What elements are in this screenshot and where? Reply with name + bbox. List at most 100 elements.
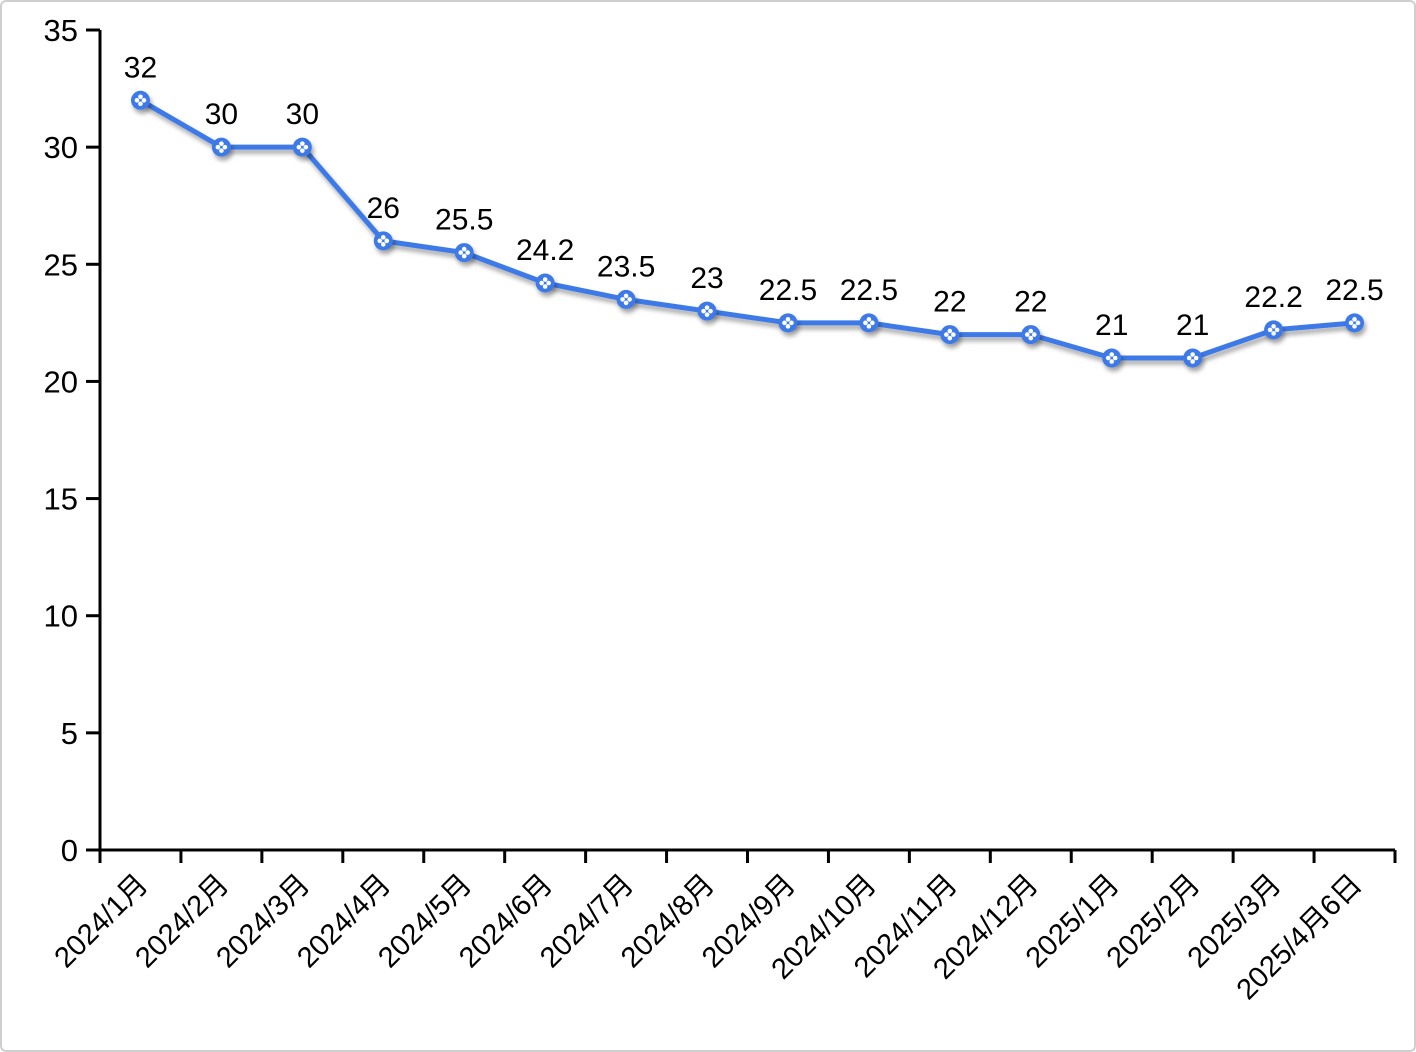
marker-shape bbox=[219, 141, 224, 146]
marker-shape bbox=[627, 297, 632, 302]
data-point-label: 22 bbox=[1014, 286, 1047, 319]
marker-shape bbox=[623, 293, 629, 299]
marker-shape bbox=[300, 148, 305, 153]
marker-shape bbox=[785, 317, 791, 322]
data-point-label: 23 bbox=[690, 262, 723, 295]
marker-shape bbox=[134, 97, 140, 103]
marker-shape bbox=[1112, 355, 1118, 361]
marker-shape bbox=[708, 308, 713, 314]
marker-shape bbox=[1352, 324, 1357, 329]
marker-shape bbox=[782, 320, 787, 326]
marker-shape bbox=[620, 297, 625, 302]
data-point-marker bbox=[616, 289, 636, 309]
marker-shape bbox=[546, 280, 551, 286]
data-point-label: 22.2 bbox=[1244, 281, 1302, 314]
y-axis-tick-label: 5 bbox=[61, 716, 78, 751]
marker-shape bbox=[704, 312, 710, 317]
marker-shape bbox=[461, 253, 467, 259]
data-point-marker bbox=[940, 325, 960, 345]
marker-shape bbox=[1031, 332, 1037, 337]
marker-shape bbox=[1024, 332, 1030, 337]
marker-shape bbox=[866, 324, 872, 329]
marker-shape bbox=[542, 277, 548, 282]
data-point-label: 23.5 bbox=[597, 250, 655, 283]
marker-shape bbox=[704, 305, 710, 310]
marker-shape bbox=[701, 308, 706, 314]
data-point-label: 21 bbox=[1176, 309, 1209, 342]
data-point-marker bbox=[1021, 325, 1041, 345]
data-point-label: 21 bbox=[1095, 309, 1128, 342]
marker-shape bbox=[1267, 327, 1273, 333]
marker-shape bbox=[1102, 348, 1122, 368]
marker-shape bbox=[377, 238, 383, 244]
data-point-label: 22.5 bbox=[1325, 274, 1383, 307]
marker-shape bbox=[1109, 359, 1115, 364]
marker-shape bbox=[947, 335, 953, 341]
data-point-marker bbox=[1264, 320, 1284, 340]
data-point-label: 30 bbox=[205, 98, 238, 131]
marker-shape bbox=[292, 137, 312, 157]
marker-shape bbox=[1109, 352, 1115, 357]
data-point-marker bbox=[859, 313, 879, 333]
marker-shape bbox=[944, 332, 949, 337]
marker-shape bbox=[1186, 355, 1192, 361]
data-point-label: 30 bbox=[286, 98, 319, 131]
y-axis-tick-label: 0 bbox=[61, 833, 78, 868]
data-point-marker bbox=[1345, 313, 1365, 333]
marker-shape bbox=[1183, 348, 1203, 368]
data-point-marker bbox=[778, 313, 798, 333]
data-point-label: 25.5 bbox=[435, 204, 493, 237]
marker-shape bbox=[778, 313, 798, 333]
marker-shape bbox=[940, 325, 960, 345]
marker-shape bbox=[1352, 317, 1357, 322]
marker-shape bbox=[1264, 320, 1284, 340]
marker-shape bbox=[789, 320, 794, 326]
marker-shape bbox=[870, 320, 875, 326]
marker-shape bbox=[785, 324, 791, 329]
marker-shape bbox=[219, 148, 224, 153]
marker-shape bbox=[866, 317, 872, 322]
marker-shape bbox=[384, 238, 390, 244]
marker-shape bbox=[863, 320, 868, 326]
y-axis-tick-label: 20 bbox=[44, 364, 78, 399]
y-axis-tick-label: 35 bbox=[44, 13, 78, 48]
y-axis-tick-label: 10 bbox=[44, 599, 78, 634]
data-point-label: 26 bbox=[367, 192, 400, 225]
data-point-label: 32 bbox=[124, 51, 157, 84]
marker-shape bbox=[138, 101, 143, 107]
data-point-marker bbox=[130, 90, 150, 110]
y-axis-tick-label: 25 bbox=[44, 247, 78, 282]
series-line bbox=[138, 97, 1357, 361]
marker-shape bbox=[859, 313, 879, 333]
marker-shape bbox=[1271, 331, 1276, 336]
data-point-label: 22.5 bbox=[759, 274, 817, 307]
data-point-marker bbox=[211, 137, 231, 157]
marker-shape bbox=[461, 246, 467, 252]
marker-shape bbox=[1274, 327, 1280, 333]
marker-shape bbox=[623, 300, 629, 306]
marker-shape bbox=[380, 235, 386, 240]
data-point-marker bbox=[1183, 348, 1203, 368]
marker-shape bbox=[1345, 313, 1365, 333]
marker-shape bbox=[303, 144, 309, 150]
marker-shape bbox=[211, 137, 231, 157]
data-point-marker bbox=[697, 301, 717, 321]
marker-shape bbox=[296, 144, 302, 150]
marker-shape bbox=[1193, 355, 1199, 361]
marker-shape bbox=[373, 231, 393, 251]
data-point-label: 22.5 bbox=[840, 274, 898, 307]
data-point-marker bbox=[535, 273, 555, 293]
data-point-marker bbox=[454, 243, 474, 263]
marker-shape bbox=[380, 242, 386, 247]
marker-shape bbox=[1271, 324, 1276, 329]
marker-shape bbox=[697, 301, 717, 321]
marker-shape bbox=[130, 90, 150, 110]
marker-shape bbox=[300, 141, 305, 146]
marker-shape bbox=[539, 280, 544, 286]
marker-shape bbox=[1190, 352, 1195, 357]
marker-shape bbox=[542, 284, 548, 289]
marker-shape bbox=[1348, 320, 1354, 326]
marker-shape bbox=[1028, 335, 1034, 341]
